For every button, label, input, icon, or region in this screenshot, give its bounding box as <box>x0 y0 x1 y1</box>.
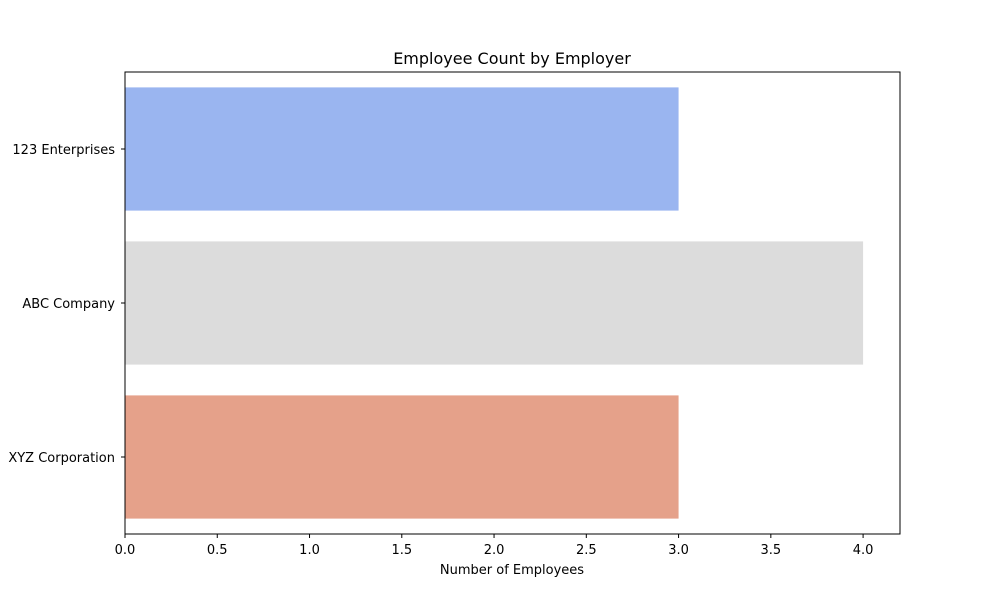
x-tick-label-8: 4.0 <box>853 543 874 558</box>
x-tick-label-0: 0.0 <box>115 543 136 558</box>
bars-group <box>125 87 864 519</box>
y-tick-label-1: ABC Company <box>22 297 115 312</box>
x-tick-label-1: 0.5 <box>207 543 228 558</box>
x-tick-label-3: 1.5 <box>391 543 412 558</box>
y-tick-label-2: XYZ Corporation <box>8 451 115 466</box>
x-tick-label-2: 1.0 <box>299 543 320 558</box>
x-tick-label-6: 3.0 <box>668 543 689 558</box>
y-axis: 123 Enterprises ABC Company XYZ Corporatio… <box>8 143 125 466</box>
x-axis-label: Number of Employees <box>440 563 584 578</box>
x-tick-label-7: 3.5 <box>760 543 781 558</box>
x-tick-label-5: 2.5 <box>576 543 597 558</box>
bar-2 <box>125 395 679 519</box>
x-axis: 0.0 0.5 1.0 1.5 2.0 2.5 3.0 3.5 4.0 <box>115 534 874 558</box>
bar-1 <box>125 241 864 365</box>
chart-title: Employee Count by Employer <box>393 49 631 68</box>
x-tick-label-4: 2.0 <box>484 543 505 558</box>
y-tick-label-0: 123 Enterprises <box>12 143 115 158</box>
bar-0 <box>125 87 679 211</box>
